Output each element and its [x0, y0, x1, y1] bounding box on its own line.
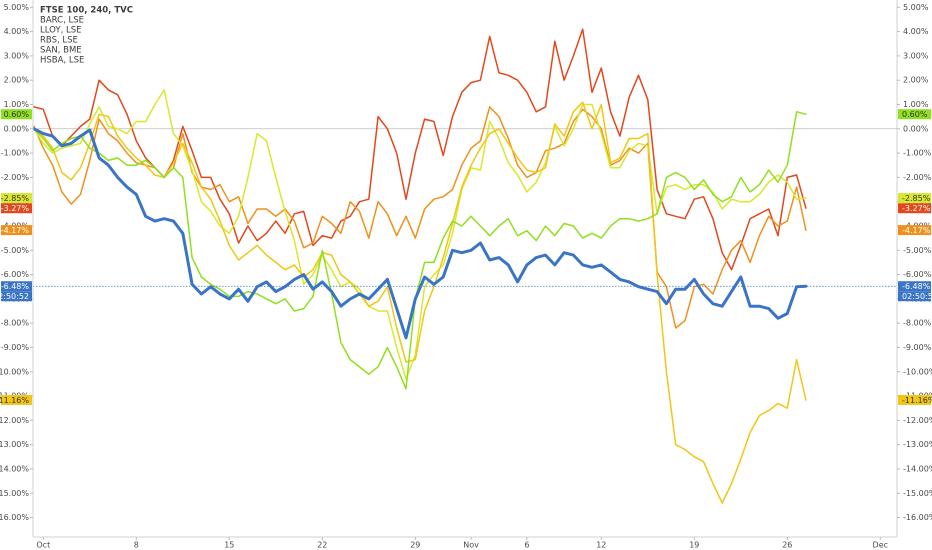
x-tick-label: 6: [524, 541, 529, 550]
series-line: [33, 89, 807, 380]
y-tick-label: -12.00%: [0, 416, 29, 425]
y-tick-label: -9.00%: [1, 343, 30, 352]
last-value-label: -6.48%: [902, 282, 931, 291]
y2-tick-label: -1.00%: [903, 149, 932, 158]
y-tick-label: 3.00%: [4, 51, 30, 60]
y2-tick-label: 2.00%: [903, 76, 929, 85]
last-value-box: [898, 394, 931, 405]
y2-tick-label: -12.00%: [903, 416, 932, 425]
last-value-label: -11.16%: [0, 396, 29, 405]
y-tick-label: 1.00%: [4, 100, 30, 109]
y2-tick-label: -16.00%: [903, 513, 932, 522]
y2-tick-label: 4.00%: [903, 27, 929, 36]
y2-tick-label: -13.00%: [903, 440, 932, 449]
countdown-label: 02:50:52: [0, 292, 29, 301]
y-tick-label: -15.00%: [0, 489, 29, 498]
y2-tick-label: -2.00%: [903, 173, 932, 182]
x-tick-label: 26: [782, 541, 792, 550]
y2-tick-label: -5.00%: [903, 246, 932, 255]
x-tick-label: 22: [317, 541, 327, 550]
last-value-box: [1, 203, 32, 214]
countdown-label: 02:50:52: [902, 292, 932, 301]
x-tick-label: 29: [410, 541, 420, 550]
y2-tick-label: -6.00%: [903, 270, 932, 279]
countdown-box: [898, 291, 931, 302]
last-value-label: 0.60%: [902, 110, 928, 119]
y-tick-label: 4.00%: [4, 27, 30, 36]
legend-entry: LLOY, LSE: [40, 26, 82, 36]
last-value-box: [898, 193, 931, 204]
countdown-box: [1, 291, 32, 302]
series-line: [32, 127, 808, 340]
last-value-box: [898, 281, 931, 292]
last-value-box: [1, 193, 32, 204]
x-tick-label: Nov: [463, 541, 479, 550]
x-tick-label: 19: [689, 541, 699, 550]
last-value-label: 0.60%: [4, 110, 30, 119]
plot-area: [32, 28, 897, 504]
y2-tick-label: 5.00%: [903, 3, 929, 12]
y2-tick-label: -9.00%: [903, 343, 932, 352]
last-value-box: [1, 281, 32, 292]
last-value-box: [1, 394, 32, 405]
y-tick-label: -8.00%: [1, 319, 30, 328]
y2-tick-label: 0.00%: [903, 124, 929, 133]
legend-entry: FTSE 100, 240, TVC: [40, 6, 133, 16]
y-tick-label: 5.00%: [4, 3, 30, 12]
series-line: [33, 101, 807, 504]
x-tick-label: 12: [596, 541, 606, 550]
y2-tick-label: -8.00%: [903, 319, 932, 328]
last-value-label: -3.27%: [1, 204, 30, 213]
y-tick-label: -2.00%: [1, 173, 30, 182]
x-tick-label: Oct: [36, 541, 50, 550]
x-tick-label: Dec: [873, 541, 888, 550]
x-tick-label: 8: [134, 541, 139, 550]
y2-tick-label: -10.00%: [903, 367, 932, 376]
y2-tick-label: -14.00%: [903, 464, 932, 473]
y2-tick-label: 1.00%: [903, 100, 929, 109]
last-value-label: -6.48%: [1, 282, 30, 291]
y-tick-label: -14.00%: [0, 464, 29, 473]
y-tick-label: 2.00%: [4, 76, 30, 85]
y-tick-label: -6.00%: [1, 270, 30, 279]
last-value-label: -4.17%: [1, 226, 30, 235]
y-tick-label: -1.00%: [1, 149, 30, 158]
last-value-box: [1, 225, 32, 236]
y-tick-label: -16.00%: [0, 513, 29, 522]
y2-tick-label: -15.00%: [903, 489, 932, 498]
last-value-label: -2.85%: [902, 194, 931, 203]
legend-entry: RBS, LSE: [40, 36, 78, 46]
legend-entry: HSBA, LSE: [40, 56, 84, 66]
y-tick-label: -13.00%: [0, 440, 29, 449]
last-value-label: -11.16%: [902, 396, 932, 405]
y-tick-label: 0.00%: [4, 124, 30, 133]
last-value-label: -2.85%: [1, 194, 30, 203]
last-value-label: -3.27%: [902, 204, 931, 213]
x-tick-label: 15: [224, 541, 234, 550]
legend-entry: SAN, BME: [40, 46, 82, 56]
series-line: [33, 111, 807, 390]
last-value-box: [898, 109, 931, 120]
last-value-box: [898, 225, 931, 236]
last-value-box: [1, 109, 32, 120]
y-tick-label: -10.00%: [0, 367, 29, 376]
legend-entry: BARC, LSE: [40, 16, 84, 26]
y2-tick-label: 3.00%: [903, 51, 929, 60]
y-tick-label: -5.00%: [1, 246, 30, 255]
last-value-box: [898, 203, 931, 214]
last-value-label: -4.17%: [902, 226, 931, 235]
